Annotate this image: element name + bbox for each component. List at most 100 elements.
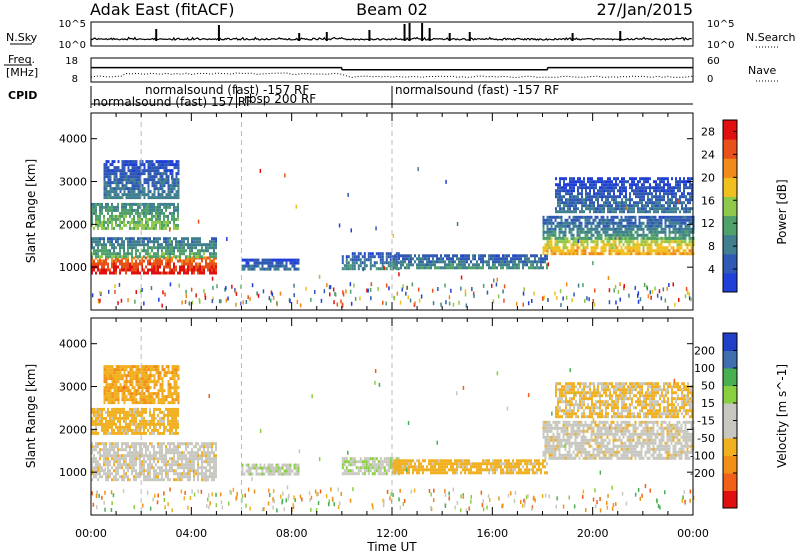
scatter-cell [173,184,176,188]
scatter-cell [571,186,573,190]
scatter-cell [579,210,581,214]
scatter-cell [153,401,156,405]
scatter-cell [143,463,145,467]
scatter-cell [603,183,605,187]
scatter-cell [637,201,639,205]
scatter-cell [135,208,137,212]
scatter-cell [111,454,113,458]
scatter-cell [143,240,145,244]
scatter-cell [105,422,107,426]
scatter-cell [660,215,663,219]
scatter-cell [434,260,436,264]
scatter-cell [117,368,120,372]
scatter-cell [99,422,101,426]
scatter-cell [123,425,125,429]
scatter-cell [95,466,97,470]
scatter-cell [147,469,149,473]
scatter-cell [211,451,213,455]
scatter-cell [351,252,354,256]
scatter-cell [131,252,133,256]
scatter-cell [167,262,169,266]
scatter-cell [614,252,617,256]
scatter-cell [512,263,514,267]
scatter-cell [141,472,143,476]
scatter-cell [625,186,627,190]
scatter-cell [203,249,205,253]
scatter-cell [141,256,143,260]
scatter-cell [576,233,579,237]
noise-cell [366,288,368,293]
scatter-cell [155,223,157,227]
scatter-cell [478,257,480,261]
scatter-cell [588,218,591,222]
scatter-cell [129,463,131,467]
scatter-cell [577,195,579,199]
scatter-cell [673,210,675,214]
scatter-cell [115,223,117,227]
scatter-cell [594,236,597,240]
scatter-cell [624,236,627,240]
scatter-cell [163,202,165,206]
scatter-cell [159,398,162,402]
scatter-cell [101,475,103,479]
scatter-cell [135,413,137,417]
scatter-cell [139,255,141,259]
scatter-cell [127,160,130,164]
scatter-cell [145,448,147,452]
scatter-cell [91,262,93,266]
scatter-cell [129,445,131,449]
scatter-cell [137,413,139,417]
scatter-cell [133,469,135,473]
scatter-cell [381,252,384,256]
scatter-cell [203,243,205,247]
scatter-cell [139,240,141,244]
scatter-cell [556,224,559,228]
scatter-cell [173,249,175,253]
scatter-cell [629,192,631,196]
scatter-cell [113,268,115,272]
scatter-cell [609,186,611,190]
scatter-cell [173,268,175,272]
scatter-cell [157,268,159,272]
scatter-cell [171,259,173,263]
scatter-cell [568,240,571,244]
scatter-cell [113,371,116,375]
scatter-cell [119,259,121,263]
scatter-cell [157,374,160,378]
scatter-cell [185,255,187,259]
scatter-cell [101,220,103,224]
scatter-cell [131,398,134,402]
scatter-cell [668,236,671,240]
scatter-cell [669,201,671,205]
scatter-cell [613,177,615,181]
noise-cell [369,287,372,292]
scatter-cell [147,205,149,209]
scatter-cell [554,246,557,250]
scatter-cell [680,246,683,250]
scatter-cell [125,395,128,399]
scatter-cell [137,226,139,230]
scatter-cell [667,192,669,196]
scatter-cell [618,236,621,240]
scatter-cell [97,410,99,414]
scatter-cell [655,210,657,214]
scatter-cell [145,178,148,182]
scatter-cell [651,198,653,202]
scatter-cell [579,180,581,184]
scatter-cell [546,236,549,240]
noise-cell [503,298,505,303]
scatter-cell [357,267,360,271]
scatter-cell [606,221,609,225]
scatter-cell [149,466,151,470]
scatter-cell [193,246,195,250]
scatter-cell [121,428,123,432]
scatter-cell [151,466,153,470]
scatter-cell [169,448,171,452]
scatter-cell [426,257,428,261]
scatter-cell [187,463,189,467]
scatter-cell [621,186,623,190]
scatter-cell [167,181,170,185]
scatter-cell [624,218,627,222]
scatter-cell [641,186,643,190]
scatter-cell [660,236,663,240]
